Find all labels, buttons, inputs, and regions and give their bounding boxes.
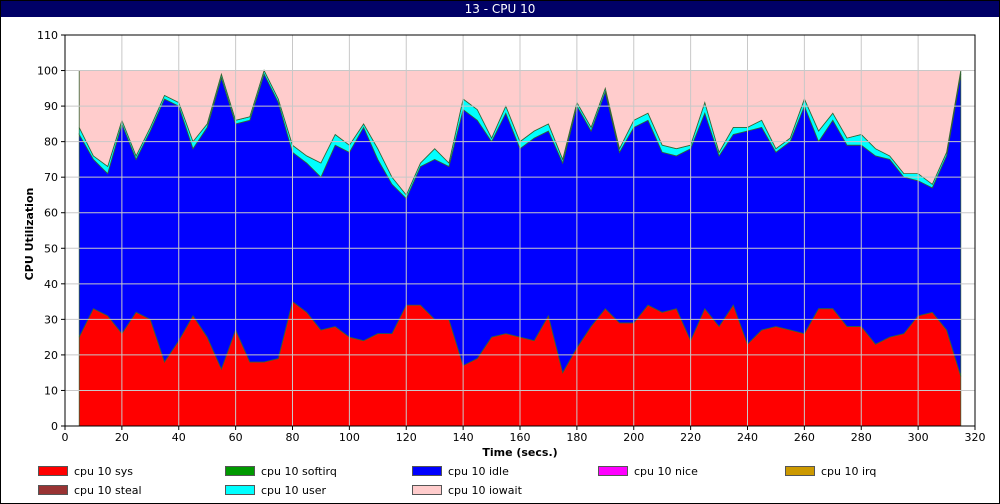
x-axis-label: Time (secs.)	[482, 446, 557, 459]
y-tick-label: 100	[37, 65, 58, 78]
legend-swatch	[412, 466, 442, 476]
x-tick-label: 160	[510, 431, 531, 444]
x-tick-label: 260	[794, 431, 815, 444]
y-tick-label: 70	[44, 171, 58, 184]
legend-item: cpu 10 sys	[38, 465, 133, 479]
x-tick-label: 200	[623, 431, 644, 444]
x-tick-label: 180	[566, 431, 587, 444]
x-tick-label: 120	[396, 431, 417, 444]
x-tick-label: 20	[115, 431, 129, 444]
legend-label: cpu 10 softirq	[261, 465, 337, 478]
y-tick-label: 80	[44, 136, 58, 149]
y-tick-label: 60	[44, 207, 58, 220]
y-tick-label: 50	[44, 242, 58, 255]
legend-item: cpu 10 iowait	[412, 484, 522, 498]
x-tick-label: 280	[851, 431, 872, 444]
legend-item: cpu 10 user	[225, 484, 326, 498]
legend-swatch	[225, 466, 255, 476]
x-tick-label: 300	[908, 431, 929, 444]
legend-swatch	[225, 485, 255, 495]
x-tick-label: 0	[62, 431, 69, 444]
x-tick-label: 140	[453, 431, 474, 444]
legend-label: cpu 10 steal	[74, 484, 142, 497]
legend-item: cpu 10 irq	[785, 465, 876, 479]
chart-legend: cpu 10 sys cpu 10 softirq cpu 10 idle cpu 1…	[0, 462, 1000, 502]
x-tick-label: 60	[229, 431, 243, 444]
cpu-area-chart: 0 20 40 60 80 100 120 140 160 180 200 220 240 260 280 3…	[23, 29, 986, 459]
legend-swatch	[785, 466, 815, 476]
y-tick-label: 0	[51, 420, 58, 433]
x-tick-label: 80	[286, 431, 300, 444]
legend-item: cpu 10 nice	[598, 465, 698, 479]
x-tick-label: 220	[680, 431, 701, 444]
legend-swatch	[38, 466, 68, 476]
y-tick-label: 10	[44, 384, 58, 397]
legend-label: cpu 10 idle	[448, 465, 509, 478]
legend-swatch	[412, 485, 442, 495]
legend-swatch	[38, 485, 68, 495]
y-tick-label: 30	[44, 313, 58, 326]
x-tick-label: 320	[965, 431, 986, 444]
legend-swatch	[598, 466, 628, 476]
legend-item: cpu 10 idle	[412, 465, 509, 479]
y-axis-label: CPU Utilization	[23, 188, 36, 281]
window-title: 13 - CPU 10	[1, 1, 999, 17]
legend-label: cpu 10 irq	[821, 465, 877, 478]
legend-label: cpu 10 user	[261, 484, 326, 497]
y-tick-label: 20	[44, 349, 58, 362]
y-tick-label: 90	[44, 100, 58, 113]
legend-label: cpu 10 nice	[634, 465, 698, 478]
x-tick-label: 240	[737, 431, 758, 444]
x-tick-label: 40	[172, 431, 186, 444]
legend-label: cpu 10 iowait	[448, 484, 522, 497]
legend-item: cpu 10 steal	[38, 484, 142, 498]
legend-item: cpu 10 softirq	[225, 465, 337, 479]
x-tick-label: 100	[339, 431, 360, 444]
y-tick-label: 110	[37, 29, 58, 42]
y-tick-label: 40	[44, 278, 58, 291]
legend-label: cpu 10 sys	[74, 465, 133, 478]
